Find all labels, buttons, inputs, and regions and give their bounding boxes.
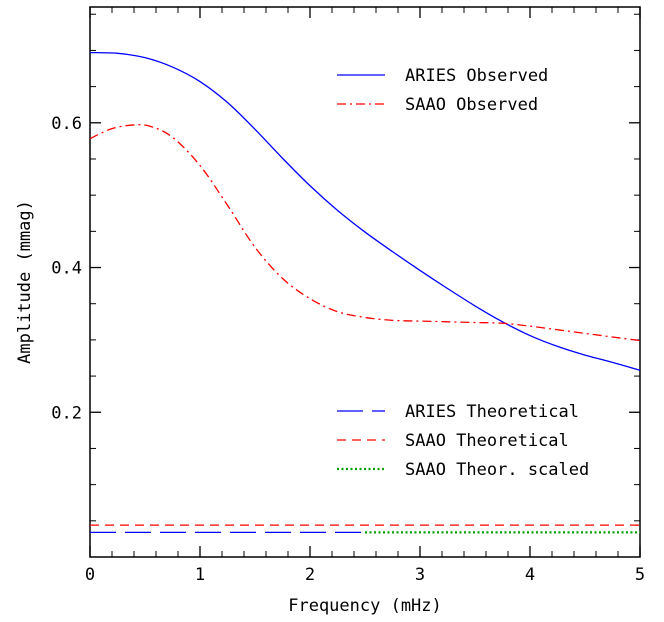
x-tick-label: 2 xyxy=(305,565,315,585)
y-tick-label: 0.4 xyxy=(51,259,82,279)
data-series xyxy=(89,51,641,534)
series-line-aries-observed xyxy=(89,51,641,371)
axis-tick-labels: 0 1 2 3 4 5 0.2 0.4 0.6 xyxy=(51,114,645,585)
y-axis-label: Amplitude (mmag) xyxy=(15,200,35,364)
legend-label-saao-observed: SAAO Observed xyxy=(405,95,538,115)
legend-label-aries-theoretical: ARIES Theoretical xyxy=(405,402,579,422)
legend-label-saao-theor-scaled: SAAO Theor. scaled xyxy=(405,460,589,480)
x-tick-label: 0 xyxy=(85,565,95,585)
x-axis-label: Frequency (mHz) xyxy=(288,596,442,616)
legend-label-aries-observed: ARIES Observed xyxy=(405,66,548,86)
x-tick-label: 3 xyxy=(415,565,425,585)
series-line-saao-observed xyxy=(89,124,641,342)
legend-label-saao-theoretical: SAAO Theoretical xyxy=(405,431,569,451)
axis-ticks xyxy=(89,7,641,557)
x-tick-label: 1 xyxy=(195,565,205,585)
y-tick-label: 0.2 xyxy=(51,403,82,423)
x-tick-label: 5 xyxy=(635,565,645,585)
x-tick-label: 4 xyxy=(525,565,535,585)
legends: ARIES Observed SAAO Observed ARIES Theoret… xyxy=(337,66,589,480)
y-tick-label: 0.6 xyxy=(51,114,82,134)
plot-frame xyxy=(89,6,641,558)
plot-area xyxy=(89,6,641,558)
